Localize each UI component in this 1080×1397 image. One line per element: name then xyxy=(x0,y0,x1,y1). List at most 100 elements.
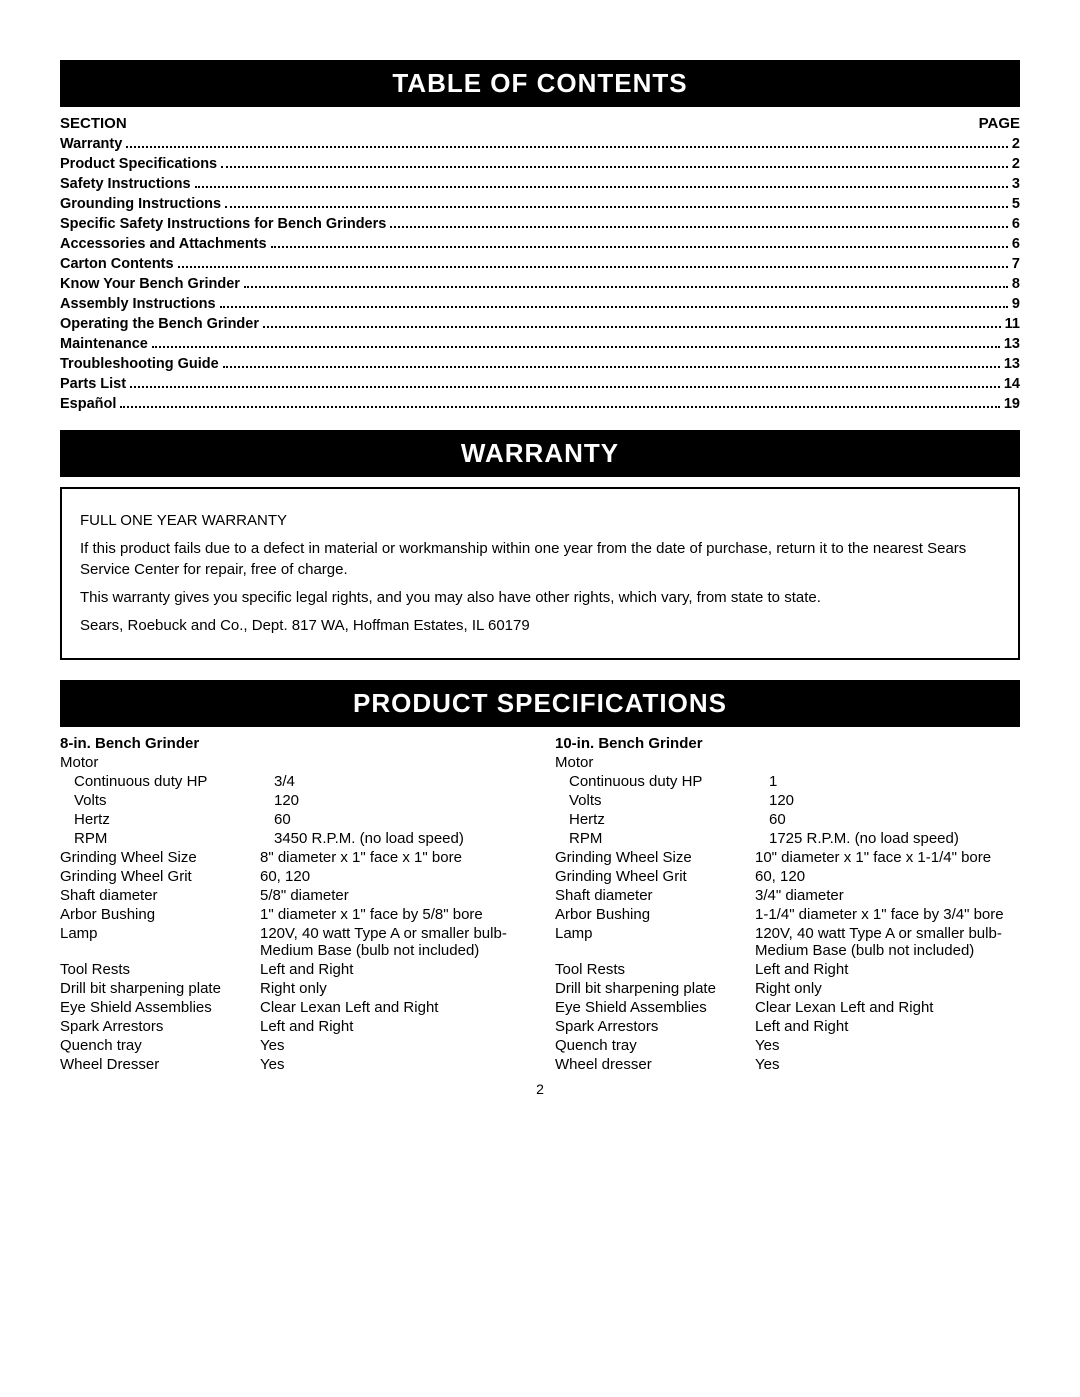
spec-label: Arbor Bushing xyxy=(60,906,260,923)
toc-item-page: 6 xyxy=(1012,216,1020,232)
spec-value: 120V, 40 watt Type A or smaller bulb-Med… xyxy=(755,925,1020,959)
toc-row: Accessories and Attachments6 xyxy=(60,236,1020,252)
toc-dot-leader xyxy=(221,166,1008,168)
spec-row: Grinding Wheel Size8" diameter x 1" face… xyxy=(60,849,525,866)
toc-dot-leader xyxy=(126,146,1008,148)
toc-dot-leader xyxy=(120,406,999,408)
spec-value: Left and Right xyxy=(260,961,525,978)
warranty-paragraph-1: If this product fails due to a defect in… xyxy=(80,539,1000,580)
toc-row: Grounding Instructions 5 xyxy=(60,196,1020,212)
toc-item-page: 11 xyxy=(1005,316,1020,332)
specs-header: PRODUCT SPECIFICATIONS xyxy=(60,680,1020,727)
spec-value: Clear Lexan Left and Right xyxy=(755,999,1020,1016)
spec-label: Lamp xyxy=(60,925,260,959)
spec-row: Wheel DresserYes xyxy=(60,1056,525,1073)
spec-motor-label: Motor xyxy=(60,754,260,771)
toc-dot-leader xyxy=(223,366,1000,368)
toc-item-page: 14 xyxy=(1004,376,1020,392)
toc-item-page: 13 xyxy=(1004,356,1020,372)
toc-item-page: 13 xyxy=(1004,336,1020,352)
warranty-paragraph-2: This warranty gives you specific legal r… xyxy=(80,588,1000,608)
spec-value: 3/4 xyxy=(274,773,525,790)
spec-value: 8" diameter x 1" face x 1" bore xyxy=(260,849,525,866)
toc-item-title: Operating the Bench Grinder xyxy=(60,316,259,332)
spec-value: 1 xyxy=(769,773,1020,790)
toc-row: Carton Contents7 xyxy=(60,256,1020,272)
spec-value: 1725 R.P.M. (no load speed) xyxy=(769,830,1020,847)
spec-label: Quench tray xyxy=(60,1037,260,1054)
spec-row: Grinding Wheel Grit60, 120 xyxy=(60,868,525,885)
toc-dot-leader xyxy=(271,246,1008,248)
spec-row: Arbor Bushing1" diameter x 1" face by 5/… xyxy=(60,906,525,923)
toc-dot-leader xyxy=(390,226,1008,228)
toc-row: Operating the Bench Grinder 11 xyxy=(60,316,1020,332)
spec-row: Shaft diameter3/4" diameter xyxy=(555,887,1020,904)
toc-item-title: Español xyxy=(60,396,116,412)
toc-item-title: Parts List xyxy=(60,376,126,392)
spec-row: Tool RestsLeft and Right xyxy=(60,961,525,978)
toc-dot-leader xyxy=(220,306,1008,308)
spec-label: Drill bit sharpening plate xyxy=(60,980,260,997)
toc-dot-leader xyxy=(225,206,1008,208)
toc-item-page: 3 xyxy=(1012,176,1020,192)
spec-label: Quench tray xyxy=(555,1037,755,1054)
spec-value: Right only xyxy=(755,980,1020,997)
spec-value: 1-1/4" diameter x 1" face by 3/4" bore xyxy=(755,906,1020,923)
toc-item-title: Safety Instructions xyxy=(60,176,191,192)
spec-label: RPM xyxy=(60,830,274,847)
toc-item-title: Accessories and Attachments xyxy=(60,236,267,252)
spec-value: Yes xyxy=(260,1056,525,1073)
toc-dot-leader xyxy=(244,286,1008,288)
spec-row: Spark ArrestorsLeft and Right xyxy=(555,1018,1020,1035)
spec-row: RPM1725 R.P.M. (no load speed) xyxy=(555,830,1020,847)
toc-dot-leader xyxy=(130,386,1000,388)
toc-item-title: Grounding Instructions xyxy=(60,196,221,212)
spec-value: 120 xyxy=(769,792,1020,809)
spec-value: 120 xyxy=(274,792,525,809)
toc-row: Safety Instructions 3 xyxy=(60,176,1020,192)
toc-item-title: Carton Contents xyxy=(60,256,174,272)
spec-value: Right only xyxy=(260,980,525,997)
toc-item-title: Specific Safety Instructions for Bench G… xyxy=(60,216,386,232)
spec-motor-label: Motor xyxy=(555,754,755,771)
toc-item-page: 5 xyxy=(1012,196,1020,212)
spec-heading-8in: 8-in. Bench Grinder xyxy=(60,735,525,752)
spec-row: Volts120 xyxy=(555,792,1020,809)
spec-row: Drill bit sharpening plateRight only xyxy=(60,980,525,997)
spec-row: Shaft diameter5/8" diameter xyxy=(60,887,525,904)
spec-label: Volts xyxy=(555,792,769,809)
toc-section-label: SECTION xyxy=(60,115,127,132)
toc-row: Know Your Bench Grinder8 xyxy=(60,276,1020,292)
toc-row: Español 19 xyxy=(60,396,1020,412)
spec-label: Drill bit sharpening plate xyxy=(555,980,755,997)
toc-item-page: 9 xyxy=(1012,296,1020,312)
spec-value: 3450 R.P.M. (no load speed) xyxy=(274,830,525,847)
spec-label: Arbor Bushing xyxy=(555,906,755,923)
spec-label: Shaft diameter xyxy=(555,887,755,904)
spec-label: Volts xyxy=(60,792,274,809)
spec-row: Arbor Bushing1-1/4" diameter x 1" face b… xyxy=(555,906,1020,923)
toc-row: Parts List 14 xyxy=(60,376,1020,392)
toc-row: Assembly Instructions 9 xyxy=(60,296,1020,312)
spec-label: Tool Rests xyxy=(60,961,260,978)
spec-label: Eye Shield Assemblies xyxy=(555,999,755,1016)
spec-label: Continuous duty HP xyxy=(555,773,769,790)
spec-row: Hertz60 xyxy=(60,811,525,828)
spec-value: 60 xyxy=(274,811,525,828)
spec-value: Yes xyxy=(755,1056,1020,1073)
warranty-paragraph-3: Sears, Roebuck and Co., Dept. 817 WA, Ho… xyxy=(80,616,1000,636)
toc-item-title: Assembly Instructions xyxy=(60,296,216,312)
toc-row: Maintenance13 xyxy=(60,336,1020,352)
spec-value: 5/8" diameter xyxy=(260,887,525,904)
toc-item-title: Product Specifications xyxy=(60,156,217,172)
spec-label: Hertz xyxy=(555,811,769,828)
toc-item-page: 19 xyxy=(1004,396,1020,412)
specs-columns: 8-in. Bench Grinder Motor Continuous dut… xyxy=(60,735,1020,1075)
spec-value: Clear Lexan Left and Right xyxy=(260,999,525,1016)
toc-dot-leader xyxy=(263,326,1001,328)
warranty-box: FULL ONE YEAR WARRANTY If this product f… xyxy=(60,487,1020,660)
toc-column-headers: SECTION PAGE xyxy=(60,115,1020,132)
spec-value: Left and Right xyxy=(260,1018,525,1035)
spec-row: Continuous duty HP3/4 xyxy=(60,773,525,790)
spec-row: Continuous duty HP1 xyxy=(555,773,1020,790)
